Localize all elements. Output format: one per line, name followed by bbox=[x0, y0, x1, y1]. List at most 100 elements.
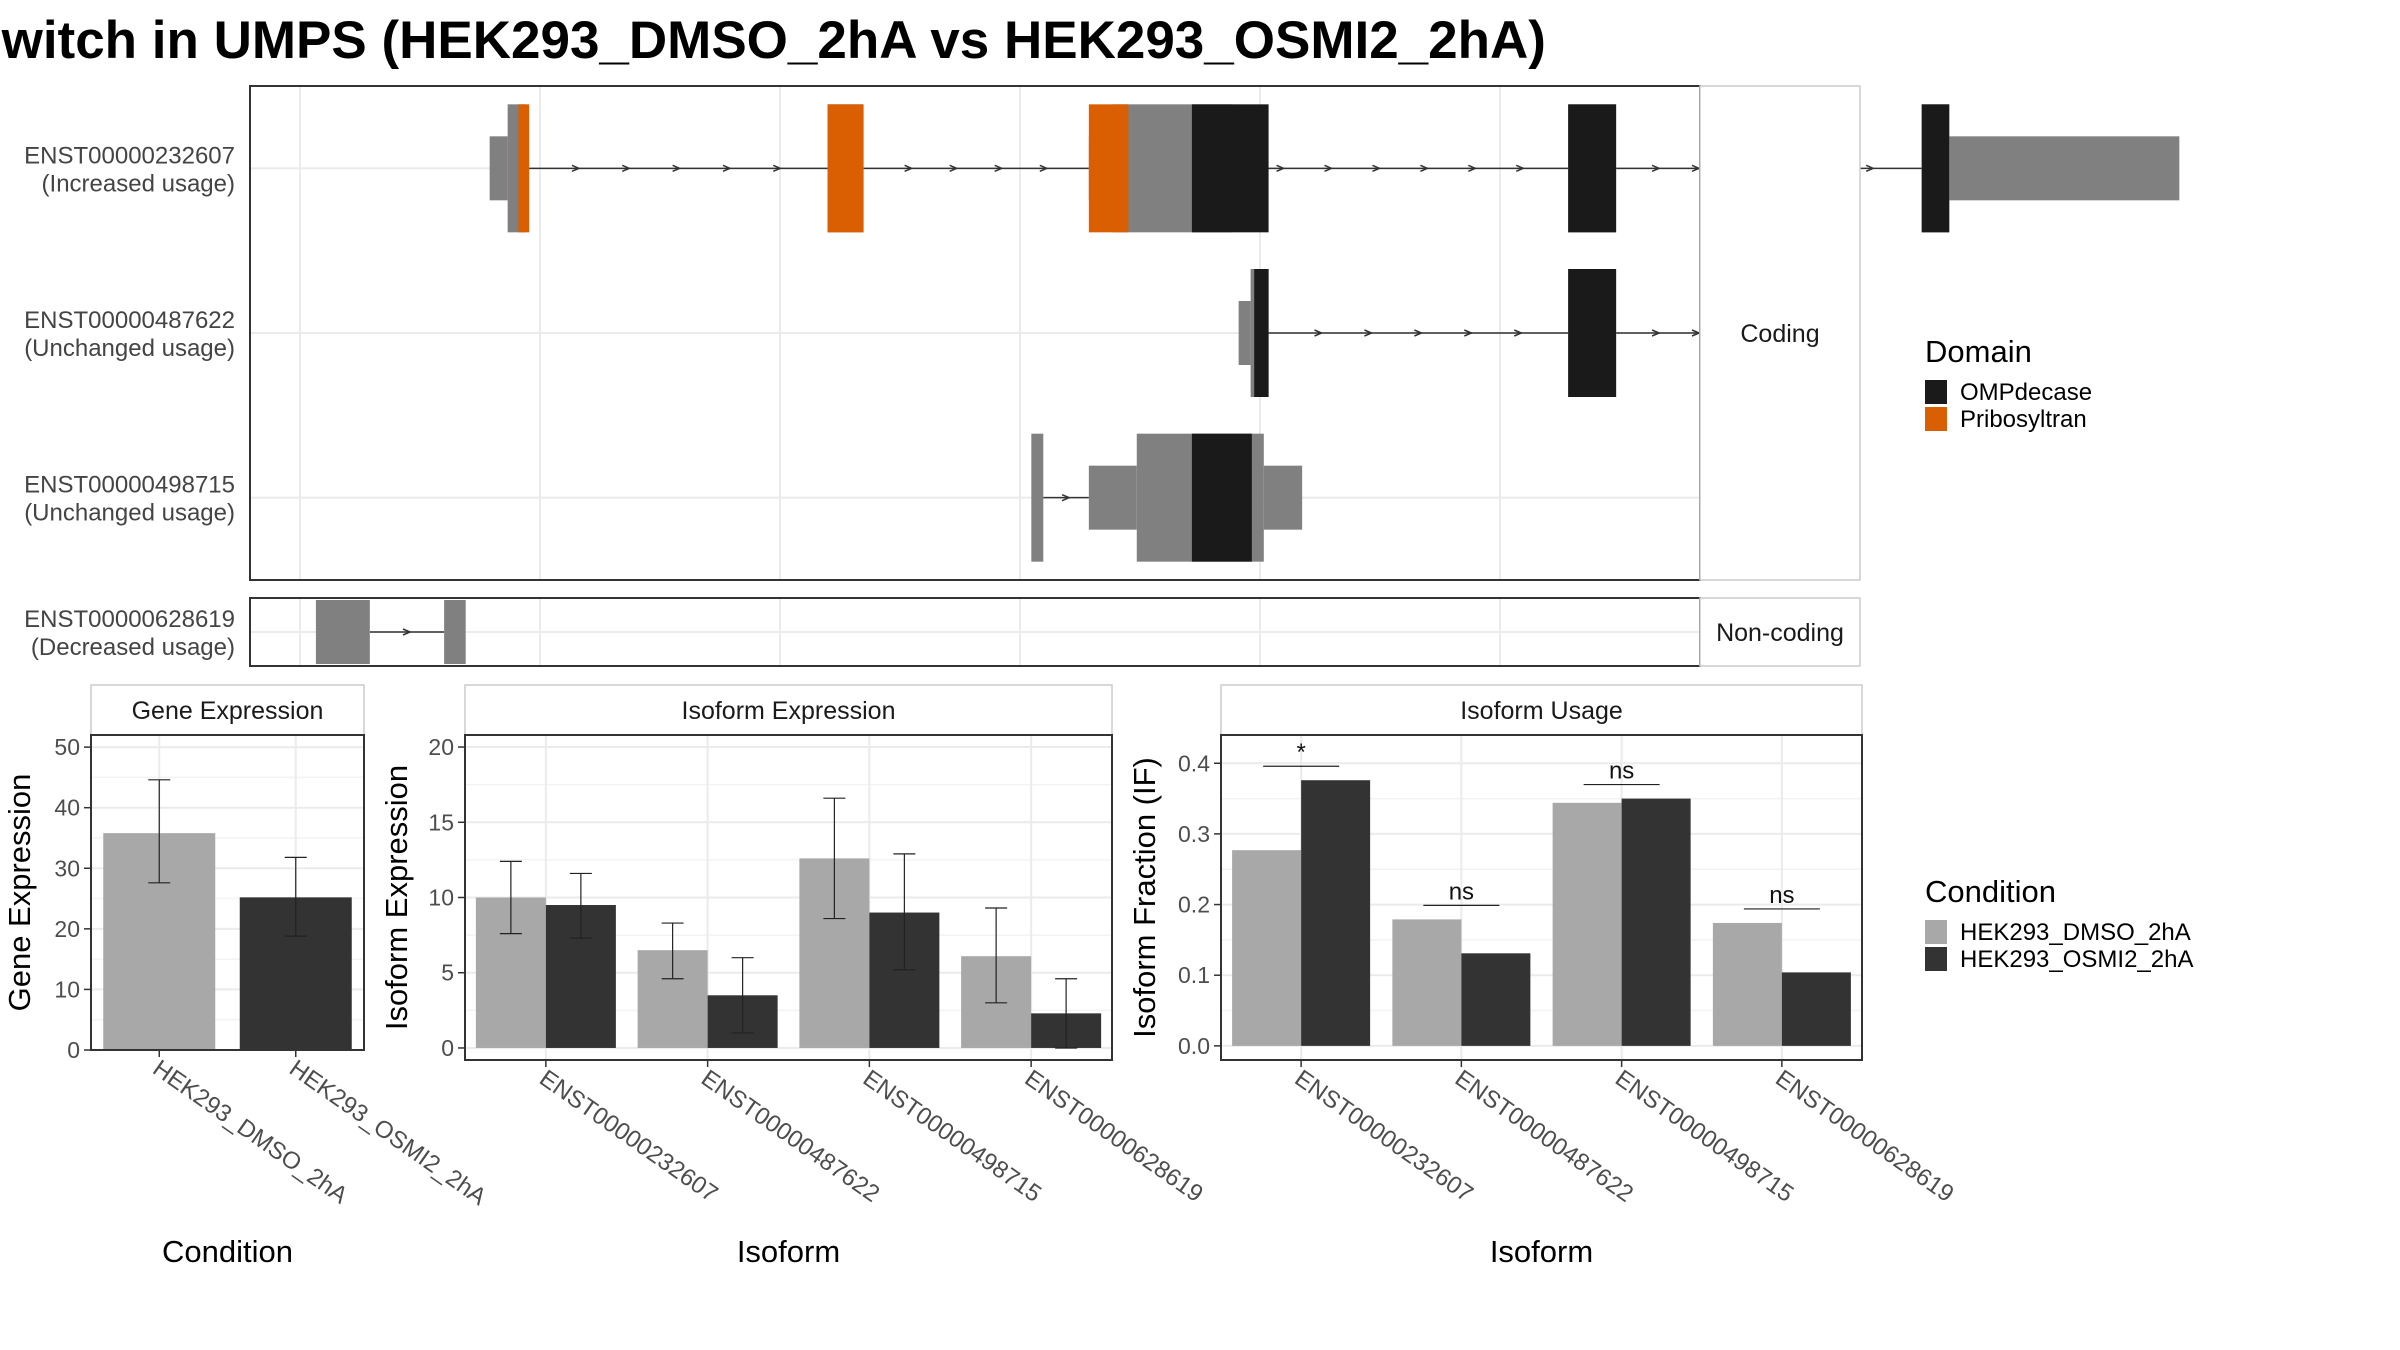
intron-arrow bbox=[1865, 164, 1876, 173]
isoexp-x-axis-title: Isoform bbox=[737, 1234, 840, 1269]
gene-panel-title: Gene Expression bbox=[132, 697, 324, 725]
legend-key-ompdecase bbox=[1925, 380, 1947, 404]
domain-ompdecase bbox=[1921, 104, 1950, 233]
usage-y-tick-label: 0.2 bbox=[1178, 892, 1210, 918]
isoexp-plot-frame bbox=[464, 734, 1113, 1061]
isoexp-y-axis-title: Isoform Expression bbox=[379, 765, 414, 1030]
utr-segment bbox=[1238, 301, 1251, 365]
gene-y-tick-label: 10 bbox=[54, 976, 80, 1002]
condition-legend: Condition HEK293_DMSO_2hA HEK293_OSMI2_2… bbox=[1925, 874, 2193, 973]
intron-arrow bbox=[949, 164, 959, 173]
usage-plot-frame bbox=[1220, 734, 1863, 1061]
intron-arrow bbox=[1515, 164, 1526, 173]
domain-ompdecase bbox=[1191, 104, 1269, 233]
intron-arrow bbox=[1513, 329, 1524, 337]
intron-arrow bbox=[1276, 164, 1286, 173]
usage-sig-label: ns bbox=[1769, 882, 1794, 909]
intron-arrow bbox=[621, 164, 632, 173]
domain-ompdecase bbox=[1254, 269, 1269, 397]
gene-y-axis-title: Gene Expression bbox=[2, 774, 37, 1012]
noncoding-strip bbox=[1699, 597, 1861, 667]
legend-label-ompdecase: OMPdecase bbox=[1960, 379, 2092, 406]
usage-y-axis-title: Isoform Fraction (IF) bbox=[1127, 757, 1162, 1038]
usage-bar bbox=[1552, 802, 1622, 1046]
intron-arrow bbox=[1324, 164, 1334, 173]
intron-arrow bbox=[1468, 164, 1478, 173]
gene-y-tick-label: 50 bbox=[54, 734, 80, 760]
domain-ompdecase bbox=[1568, 104, 1617, 233]
legend-key-osmi bbox=[1925, 947, 1947, 971]
coding-strip-label: Coding bbox=[1740, 320, 1819, 348]
intron-arrow bbox=[1314, 329, 1324, 337]
legend-label-osmi: HEK293_OSMI2_2hA bbox=[1960, 946, 2193, 973]
intron-arrow bbox=[1372, 164, 1382, 173]
intron-arrow bbox=[571, 164, 581, 173]
figure-title: The isoform switch in UMPS (HEK293_DMSO_… bbox=[0, 11, 1546, 70]
gene-y-tick-label: 30 bbox=[54, 855, 80, 881]
domain-pribosyltran bbox=[1088, 104, 1129, 233]
intron-arrow bbox=[722, 164, 732, 173]
isoexp-y-tick-label: 20 bbox=[428, 734, 454, 760]
gene-y-tick-label: 0 bbox=[67, 1037, 80, 1063]
intron-arrow bbox=[1061, 493, 1071, 502]
transcript-id-label: ENST00000498715 bbox=[24, 472, 235, 499]
utr-segment bbox=[489, 136, 508, 201]
isoform-structure-panel: ENST00000232607(Increased usage) ENST0000… bbox=[24, 85, 2180, 667]
usage-bar bbox=[1781, 972, 1851, 1046]
transcript-usage-label: (Unchanged usage) bbox=[24, 500, 235, 527]
gene-title-strip bbox=[90, 684, 365, 736]
intron-arrow bbox=[1364, 329, 1374, 337]
gene-expression-panel: Gene ExpressionHEK293_DMSO_2hAHEK293_OSM… bbox=[2, 684, 491, 1269]
usage-bar bbox=[1461, 953, 1531, 1046]
usage-sig-label: ns bbox=[1609, 758, 1634, 785]
usage-bar bbox=[1392, 919, 1462, 1046]
usage-x-axis-title: Isoform bbox=[1490, 1234, 1593, 1269]
legend-key-pribosyltran bbox=[1925, 407, 1947, 431]
intron-arrow bbox=[1039, 164, 1049, 173]
domain-legend: Domain OMPdecase Pribosyltran bbox=[1925, 334, 2092, 433]
usage-bar bbox=[1621, 798, 1691, 1046]
usage-bar bbox=[1232, 850, 1302, 1046]
intron-arrow bbox=[1651, 164, 1661, 173]
intron-arrow bbox=[772, 164, 783, 173]
isoexp-panel-title: Isoform Expression bbox=[682, 697, 896, 725]
isoexp-x-tick-label: ENST00000487622 bbox=[696, 1065, 884, 1208]
usage-bar bbox=[1712, 922, 1782, 1046]
intron-arrow bbox=[1651, 329, 1661, 337]
transcript-usage-label: (Unchanged usage) bbox=[24, 335, 235, 362]
isoexp-y-tick-label: 5 bbox=[441, 960, 454, 986]
usage-y-tick-label: 0.3 bbox=[1178, 821, 1210, 847]
isoexp-x-tick-label: ENST00000232607 bbox=[534, 1065, 722, 1208]
legend-label-dmso: HEK293_DMSO_2hA bbox=[1960, 919, 2191, 946]
isoexp-y-tick-label: 0 bbox=[441, 1035, 454, 1061]
isoexp-x-tick-label: ENST00000498715 bbox=[858, 1065, 1046, 1208]
utr-segment bbox=[1263, 465, 1303, 530]
transcript-usage-label: (Increased usage) bbox=[42, 170, 235, 197]
intron-arrow bbox=[994, 164, 1004, 173]
legend-label-pribosyltran: Pribosyltran bbox=[1960, 406, 2087, 433]
transcript-id-label: ENST00000628619 bbox=[24, 606, 235, 633]
isoform-usage-panel: Isoform Usage*ENST00000232607nsENST00000… bbox=[1127, 684, 1959, 1269]
gene-y-tick-label: 20 bbox=[54, 916, 80, 942]
isoexp-title-strip bbox=[464, 684, 1113, 736]
domain-pribosyltran bbox=[518, 104, 530, 233]
usage-sig-label: ns bbox=[1449, 878, 1474, 905]
coding-strip bbox=[1699, 85, 1861, 581]
condition-legend-title: Condition bbox=[1925, 874, 2056, 909]
exon bbox=[315, 600, 370, 664]
domain-ompdecase bbox=[1568, 269, 1617, 397]
intron-arrow bbox=[1414, 329, 1424, 337]
usage-title-strip bbox=[1220, 684, 1863, 736]
intron-arrow bbox=[402, 628, 412, 636]
intron-arrow bbox=[904, 164, 914, 173]
intron-arrow bbox=[1464, 329, 1474, 337]
usage-sig-label: * bbox=[1296, 739, 1305, 766]
usage-x-tick-label: ENST00000628619 bbox=[1770, 1065, 1958, 1208]
transcript-usage-label: (Decreased usage) bbox=[31, 634, 235, 661]
usage-bar bbox=[1301, 780, 1371, 1046]
utr-segment bbox=[1088, 465, 1137, 530]
exon-cds bbox=[1031, 433, 1044, 562]
transcript-id-label: ENST00000232607 bbox=[24, 142, 235, 169]
usage-y-tick-label: 0.1 bbox=[1178, 962, 1210, 988]
